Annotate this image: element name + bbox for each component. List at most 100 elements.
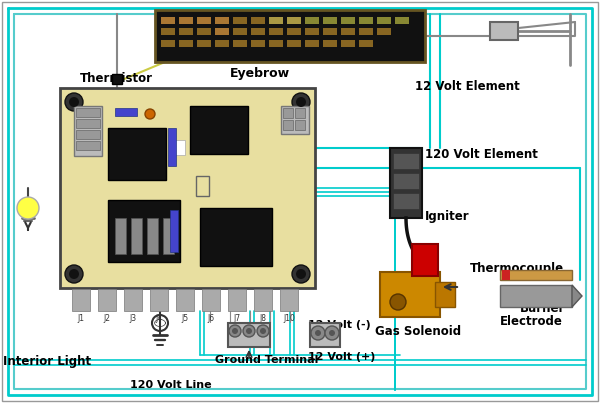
- Circle shape: [69, 269, 79, 279]
- Circle shape: [260, 328, 266, 334]
- Bar: [228, 323, 270, 347]
- Bar: [170, 140, 185, 155]
- Circle shape: [315, 330, 321, 336]
- Text: 120 Volt Element: 120 Volt Element: [425, 148, 538, 161]
- Bar: [502, 270, 510, 280]
- Text: Ground Terminal: Ground Terminal: [215, 355, 319, 365]
- Bar: [76, 108, 100, 117]
- Bar: [76, 119, 100, 128]
- Bar: [287, 40, 301, 47]
- Bar: [108, 200, 180, 262]
- Bar: [179, 17, 193, 24]
- Bar: [98, 289, 116, 311]
- Bar: [269, 28, 283, 35]
- Circle shape: [243, 325, 255, 337]
- Text: G: G: [396, 154, 403, 163]
- Text: +: +: [396, 194, 403, 203]
- Bar: [202, 289, 220, 311]
- Bar: [233, 40, 247, 47]
- Bar: [281, 106, 309, 134]
- Circle shape: [145, 109, 155, 119]
- Text: Interior Light: Interior Light: [3, 355, 91, 368]
- Circle shape: [246, 328, 252, 334]
- Bar: [251, 17, 265, 24]
- Bar: [215, 28, 229, 35]
- Bar: [341, 28, 355, 35]
- Bar: [196, 176, 209, 196]
- Circle shape: [325, 326, 339, 340]
- Bar: [155, 10, 425, 62]
- Text: J1: J1: [77, 314, 85, 323]
- Text: J6: J6: [208, 314, 215, 323]
- Text: 12 Volt (-): 12 Volt (-): [308, 320, 371, 330]
- Bar: [233, 28, 247, 35]
- Bar: [310, 323, 340, 347]
- Bar: [215, 17, 229, 24]
- Bar: [395, 17, 409, 24]
- Polygon shape: [572, 285, 582, 307]
- Bar: [76, 141, 100, 150]
- Bar: [393, 173, 419, 189]
- Text: Gas Solenoid: Gas Solenoid: [375, 325, 461, 338]
- Bar: [269, 17, 283, 24]
- Bar: [76, 130, 100, 139]
- Bar: [359, 28, 373, 35]
- Bar: [228, 289, 246, 311]
- Bar: [341, 17, 355, 24]
- Circle shape: [229, 325, 241, 337]
- Text: Burner: Burner: [520, 302, 565, 315]
- Bar: [251, 28, 265, 35]
- Circle shape: [232, 328, 238, 334]
- Bar: [200, 208, 272, 266]
- Bar: [305, 28, 319, 35]
- Text: J8: J8: [260, 314, 266, 323]
- Bar: [60, 88, 315, 288]
- Bar: [393, 153, 419, 169]
- Bar: [150, 289, 168, 311]
- Bar: [359, 17, 373, 24]
- Text: Igniter: Igniter: [425, 210, 470, 223]
- Bar: [124, 289, 142, 311]
- Bar: [161, 28, 175, 35]
- Bar: [377, 28, 391, 35]
- Bar: [115, 218, 126, 254]
- Circle shape: [329, 330, 335, 336]
- Text: J3: J3: [130, 314, 137, 323]
- Bar: [283, 120, 293, 130]
- Bar: [280, 289, 298, 311]
- Text: 12 Volt Element: 12 Volt Element: [415, 80, 520, 93]
- Bar: [197, 17, 211, 24]
- Circle shape: [65, 265, 83, 283]
- Bar: [72, 289, 90, 311]
- Bar: [161, 17, 175, 24]
- Bar: [269, 40, 283, 47]
- Bar: [168, 128, 176, 166]
- Circle shape: [296, 269, 306, 279]
- Text: Thermocouple: Thermocouple: [470, 262, 564, 275]
- Text: J4: J4: [155, 314, 163, 323]
- Bar: [393, 193, 419, 209]
- Bar: [412, 244, 438, 276]
- Bar: [251, 40, 265, 47]
- Bar: [359, 40, 373, 47]
- Bar: [131, 218, 142, 254]
- Text: J7: J7: [233, 314, 241, 323]
- Text: Eyebrow: Eyebrow: [230, 67, 290, 80]
- Bar: [179, 28, 193, 35]
- Bar: [287, 28, 301, 35]
- Bar: [147, 218, 158, 254]
- Bar: [323, 40, 337, 47]
- Bar: [170, 210, 178, 252]
- Text: 12 Volt (+): 12 Volt (+): [308, 352, 376, 362]
- Bar: [305, 40, 319, 47]
- Bar: [190, 106, 248, 154]
- Circle shape: [292, 93, 310, 111]
- Text: F: F: [396, 174, 401, 183]
- Circle shape: [311, 326, 325, 340]
- Text: J10: J10: [283, 314, 295, 323]
- Text: J2: J2: [104, 314, 110, 323]
- Bar: [254, 289, 272, 311]
- Bar: [390, 148, 422, 218]
- Circle shape: [17, 197, 39, 219]
- Bar: [215, 40, 229, 47]
